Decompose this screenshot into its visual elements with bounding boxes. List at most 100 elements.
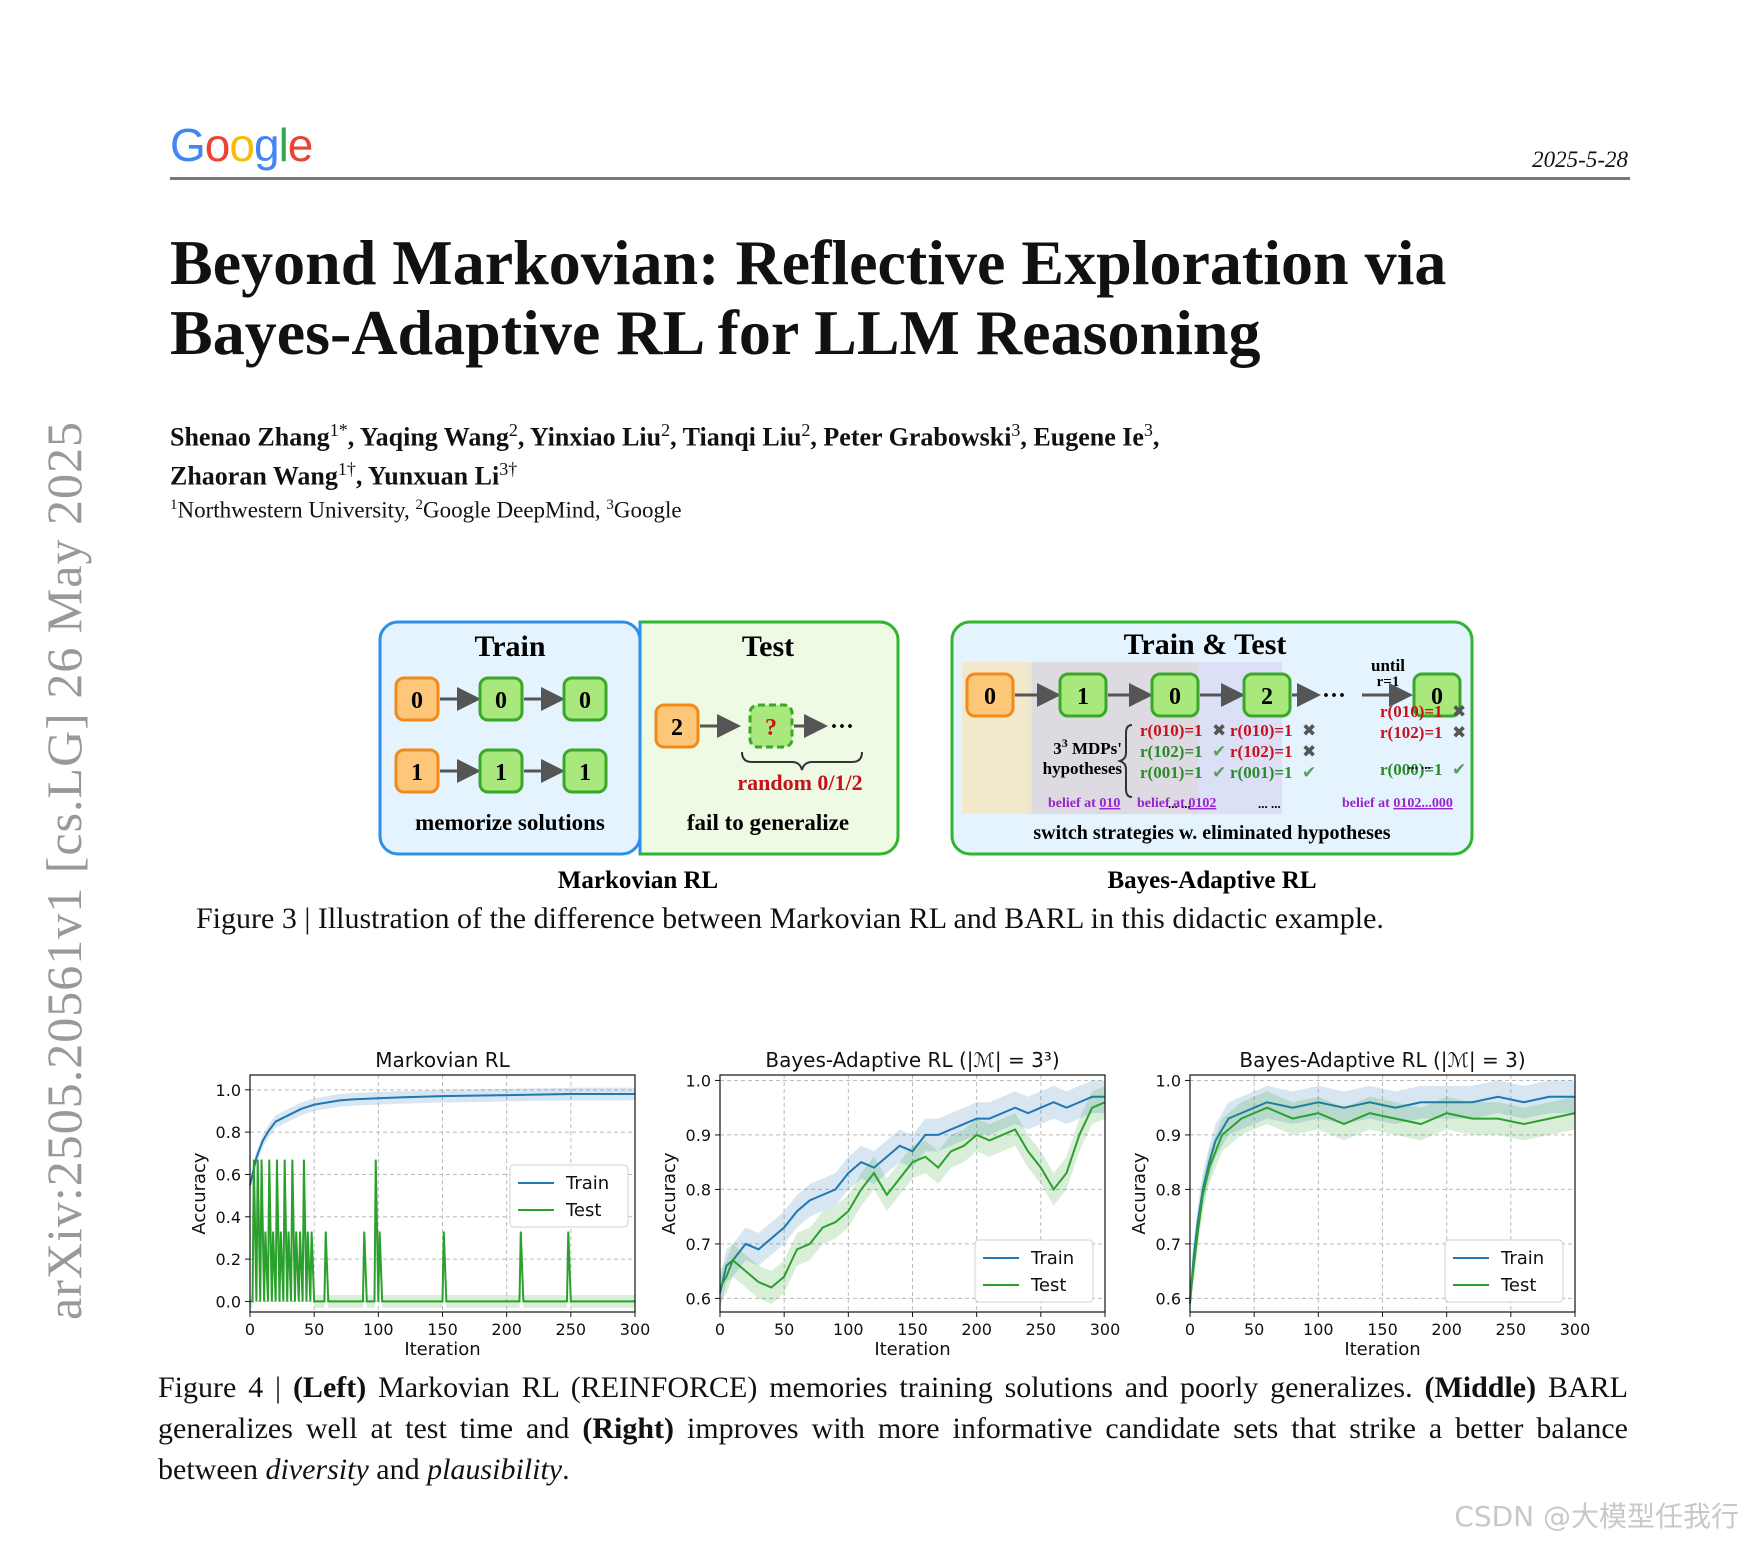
affiliation-name: Northwestern University	[177, 497, 405, 523]
chart-title: Bayes-Adaptive RL (|ℳ| = 3)	[1239, 1048, 1525, 1072]
author-name: Zhaoran Wang	[170, 461, 338, 491]
y-tick-label: 0.7	[1156, 1235, 1181, 1254]
x-tick-label: 300	[1090, 1320, 1120, 1339]
legend-label: Train	[565, 1173, 609, 1194]
node-label: 2	[1261, 684, 1273, 710]
author-name: Yinxiao Liu	[529, 422, 662, 452]
more-ellipsis: ... ...	[1408, 757, 1431, 772]
author-name: Tianqi Liu	[682, 422, 802, 452]
check-icon: ✔	[1212, 742, 1226, 761]
node-label: 0	[1169, 684, 1181, 710]
hypothesis-reward: r(102)=1	[1140, 742, 1203, 761]
y-axis-label: Accuracy	[659, 1152, 680, 1235]
x-tick-label: 250	[556, 1320, 587, 1339]
series-band	[1190, 1080, 1575, 1312]
series-line-test	[250, 1159, 635, 1303]
hypothesis-reward: r(001)=1	[1230, 763, 1293, 782]
figure-4-caption: Figure 4 | (Left) Markovian RL (REINFORC…	[158, 1371, 1628, 1486]
figure-3-caption: Figure 3 | Illustration of the differenc…	[196, 902, 1384, 935]
header-rule	[170, 177, 1630, 180]
chart-bayes-adaptive-27: Bayes-Adaptive RL (|ℳ| = 3³) 0 50 100 150 200…	[659, 1048, 1120, 1360]
hypothesis-reward: r(000)=1	[1380, 760, 1443, 779]
belief-label-3: belief at 0102...000	[1342, 796, 1453, 811]
y-tick-label: 0.7	[686, 1235, 711, 1254]
x-tick-label: 100	[833, 1320, 864, 1339]
node-label: 0	[495, 688, 507, 714]
affiliation-mark: 1	[170, 497, 178, 513]
cross-icon: ✖	[1452, 723, 1466, 742]
author-name: Peter Grabowski	[823, 422, 1012, 452]
series-line-test	[719, 1101, 1106, 1289]
more-ellipsis: ... ...	[1258, 796, 1281, 811]
plot-frame	[1189, 1074, 1576, 1313]
hypotheses-label: 33 MDPs'	[1053, 736, 1122, 758]
author-affiliation-mark: 2	[801, 420, 811, 440]
hypothesis-columns: r(010)=1 ✖r(102)=1 ✔r(001)=1 ✔... ...r(010)…	[1140, 702, 1466, 811]
logo-letter: l	[278, 119, 289, 171]
node-label: 1	[579, 760, 591, 786]
x-tick-label: 200	[491, 1320, 522, 1339]
author-affiliation-mark: 2	[508, 420, 518, 440]
logo-letter: G	[170, 119, 206, 171]
bayes-label: Bayes-Adaptive RL	[1107, 867, 1316, 894]
legend-label: Train	[1030, 1248, 1074, 1269]
until-label: until	[1371, 656, 1405, 675]
legend	[974, 1239, 1094, 1303]
y-tick-label: 0.9	[1156, 1126, 1181, 1145]
x-tick-label: 50	[774, 1320, 794, 1339]
hypothesis-reward: r(010)=1	[1380, 702, 1443, 721]
belief-label-2: belief at 0102	[1137, 796, 1216, 811]
check-icon: ✔	[1302, 763, 1316, 782]
watermark: CSDN @大模型任我行	[1454, 1500, 1739, 1533]
logo-letter: o	[204, 119, 231, 171]
legend-label: Test	[1500, 1275, 1536, 1296]
y-tick-label: 0.6	[216, 1165, 241, 1184]
x-tick-label: 250	[1496, 1320, 1527, 1339]
x-tick-label: 200	[1431, 1320, 1462, 1339]
author-affiliation-mark: 3	[1011, 420, 1021, 440]
test-header: Test	[742, 630, 794, 663]
x-tick-label: 0	[715, 1320, 725, 1339]
chart-title: Markovian RL	[375, 1048, 510, 1072]
authors-line-2: Zhaoran Wang1†, Yunxuan Li3†	[170, 459, 518, 491]
x-tick-label: 150	[427, 1320, 458, 1339]
x-tick-label: 50	[304, 1320, 324, 1339]
google-logo: Google	[170, 118, 314, 172]
series-band	[720, 1080, 1105, 1310]
train-header: Train	[474, 630, 545, 663]
x-tick-label: 0	[245, 1320, 255, 1339]
cross-icon: ✖	[1452, 702, 1466, 721]
legend	[509, 1164, 629, 1228]
x-tick-label: 0	[1185, 1320, 1195, 1339]
node-label: 0	[984, 684, 996, 710]
plot-frame	[249, 1074, 636, 1313]
x-axis-label: Iteration	[874, 1339, 950, 1360]
x-tick-label: 150	[1367, 1320, 1398, 1339]
logo-letter: e	[287, 119, 314, 171]
hypothesis-reward: r(010)=1	[1140, 721, 1203, 740]
y-tick-label: 0.4	[216, 1208, 241, 1227]
y-axis-label: Accuracy	[189, 1152, 210, 1235]
author-name: Eugene Ie	[1033, 422, 1144, 452]
hypothesis-reward: r(010)=1	[1230, 721, 1293, 740]
series-band	[1190, 1091, 1575, 1312]
legend	[1444, 1239, 1564, 1303]
markovian-label: Markovian RL	[558, 867, 718, 894]
hypotheses-label: hypotheses	[1043, 759, 1123, 778]
hypothesis-reward: r(001)=1	[1140, 763, 1203, 782]
y-tick-label: 0.8	[216, 1123, 241, 1142]
y-axis-label: Accuracy	[1129, 1152, 1150, 1235]
x-tick-label: 250	[1026, 1320, 1057, 1339]
node-label: 2	[671, 715, 683, 741]
node-label: 0	[411, 688, 423, 714]
y-tick-label: 0.9	[686, 1126, 711, 1145]
affiliations: 1Northwestern University, 2Google DeepMi…	[170, 497, 682, 523]
x-tick-label: 50	[1244, 1320, 1264, 1339]
hypothesis-reward: r(102)=1	[1380, 723, 1443, 742]
x-tick-label: 150	[897, 1320, 928, 1339]
series-band	[720, 1085, 1105, 1304]
figure-3-diagram: Train Test 0 0 0 1 1 1 memorize solution…	[378, 620, 1474, 894]
affiliation-name: Google	[613, 497, 682, 523]
test-caption: fail to generalize	[687, 810, 849, 835]
node-label: ?	[765, 715, 777, 741]
